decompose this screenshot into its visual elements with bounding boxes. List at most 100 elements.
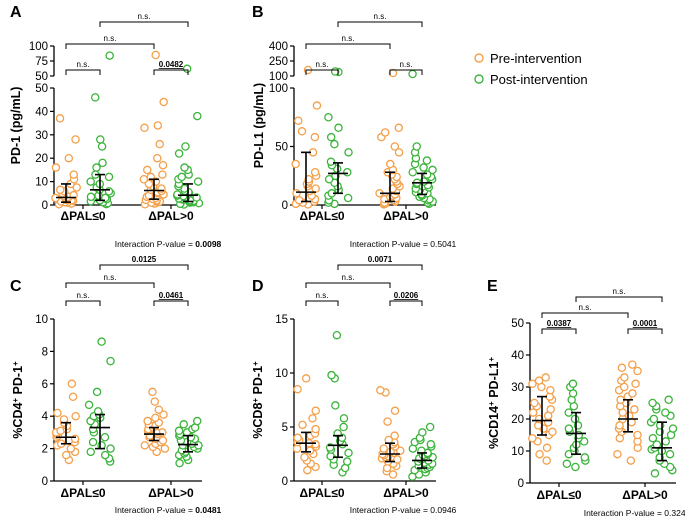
data-point xyxy=(53,408,62,418)
data-point xyxy=(390,142,400,151)
data-point xyxy=(648,433,658,443)
data-point xyxy=(580,453,590,462)
series-pre-group1 xyxy=(51,379,80,465)
data-point xyxy=(327,370,336,380)
bracket-right-label: 0.0461 xyxy=(159,291,184,300)
y-label-part: PD-L1 xyxy=(487,362,501,402)
series-pre-group1 xyxy=(528,373,557,465)
data-point xyxy=(310,167,320,177)
data-point xyxy=(177,172,186,182)
data-point xyxy=(664,395,673,405)
data-point xyxy=(633,366,642,376)
data-point xyxy=(158,436,168,445)
interaction-p-value: Interaction P-value = 0.0946 xyxy=(350,505,457,515)
interaction-label: Interaction P-value = xyxy=(584,508,665,518)
data-point xyxy=(300,452,309,462)
data-point xyxy=(428,165,437,175)
y-tick-label: 400 xyxy=(269,41,288,53)
data-point xyxy=(394,123,404,133)
data-point xyxy=(426,440,436,449)
x-tick-label: ΔPAL>0 xyxy=(383,209,429,223)
data-point xyxy=(546,385,555,395)
bracket-left-label: n.s. xyxy=(77,60,90,69)
y-tick-label: 100 xyxy=(269,83,288,95)
y-tick-label: 20 xyxy=(511,414,524,426)
x-tick-label: ΔPAL>0 xyxy=(622,488,668,502)
data-point xyxy=(174,149,184,158)
bracket-left-label: 0.0387 xyxy=(547,319,572,328)
data-point xyxy=(84,400,94,410)
y-axis-label: %CD8+ PD-1+ xyxy=(251,361,266,439)
data-point xyxy=(311,406,320,416)
data-point xyxy=(665,449,675,459)
data-point xyxy=(562,459,572,469)
bracket-cross-label: n.s. xyxy=(342,273,355,282)
y-tick-label: 75 xyxy=(35,56,48,68)
data-point xyxy=(192,416,202,426)
bracket-right xyxy=(627,328,663,334)
panel-letter: B xyxy=(252,4,264,21)
data-point xyxy=(155,139,164,149)
data-point xyxy=(418,428,427,437)
data-point xyxy=(564,424,574,433)
data-point xyxy=(160,444,170,453)
bracket-right xyxy=(153,69,189,75)
series-pre-group2 xyxy=(375,68,404,209)
y-tick-label: 50 xyxy=(275,142,288,154)
data-point xyxy=(390,406,400,416)
data-point xyxy=(311,184,320,193)
series-post-group1 xyxy=(84,337,115,466)
data-point xyxy=(339,414,349,423)
legend: Pre-intervention Post-intervention xyxy=(474,51,588,87)
data-point xyxy=(631,379,640,389)
bracket-top xyxy=(99,21,189,27)
data-point xyxy=(330,139,339,149)
series-post-group1 xyxy=(562,379,590,472)
y-tick-label: 10 xyxy=(275,368,288,380)
data-point xyxy=(530,398,539,408)
data-point xyxy=(394,148,404,157)
data-point xyxy=(324,175,334,184)
bracket-right xyxy=(153,300,189,306)
y-tick-label: 50 xyxy=(35,83,48,95)
data-point xyxy=(70,434,80,444)
x-tick-label: ΔPAL≤0 xyxy=(300,486,345,500)
y-tick-label: 10 xyxy=(35,177,48,189)
data-point xyxy=(312,101,322,110)
bracket-top-label: 0.0071 xyxy=(368,255,393,264)
superscript-plus: + xyxy=(487,357,496,362)
data-point xyxy=(151,50,160,60)
data-point xyxy=(393,455,402,464)
data-point xyxy=(151,413,160,423)
y-tick-label: 50 xyxy=(511,318,524,330)
bracket-left xyxy=(305,69,339,75)
series-pre-group1 xyxy=(292,374,321,475)
data-point xyxy=(159,97,168,107)
data-point xyxy=(385,159,395,169)
y-tick-label: 0 xyxy=(282,200,288,212)
interaction-label: Interaction P-value = xyxy=(115,505,196,515)
superscript-plus: + xyxy=(11,361,20,366)
data-point xyxy=(294,116,303,126)
data-point xyxy=(613,449,622,459)
y-tick-label: 40 xyxy=(511,350,524,362)
data-point xyxy=(55,185,65,195)
data-point xyxy=(182,64,192,74)
bracket-right-label: 0.0206 xyxy=(394,291,419,300)
interaction-value: 0.0946 xyxy=(430,505,456,515)
data-point xyxy=(379,444,388,453)
data-point xyxy=(311,424,320,434)
y-tick-label: 50 xyxy=(35,71,48,83)
data-point xyxy=(140,441,150,450)
data-point xyxy=(570,414,580,424)
interaction-value: 0.5041 xyxy=(430,239,456,249)
bracket-cross xyxy=(305,43,391,49)
interaction-value: 0.0098 xyxy=(195,239,221,249)
x-tick-label: ΔPAL>0 xyxy=(148,486,194,500)
data-point xyxy=(332,330,342,340)
data-point xyxy=(143,416,152,426)
data-point xyxy=(98,158,107,168)
superscript-plus: + xyxy=(251,398,260,403)
